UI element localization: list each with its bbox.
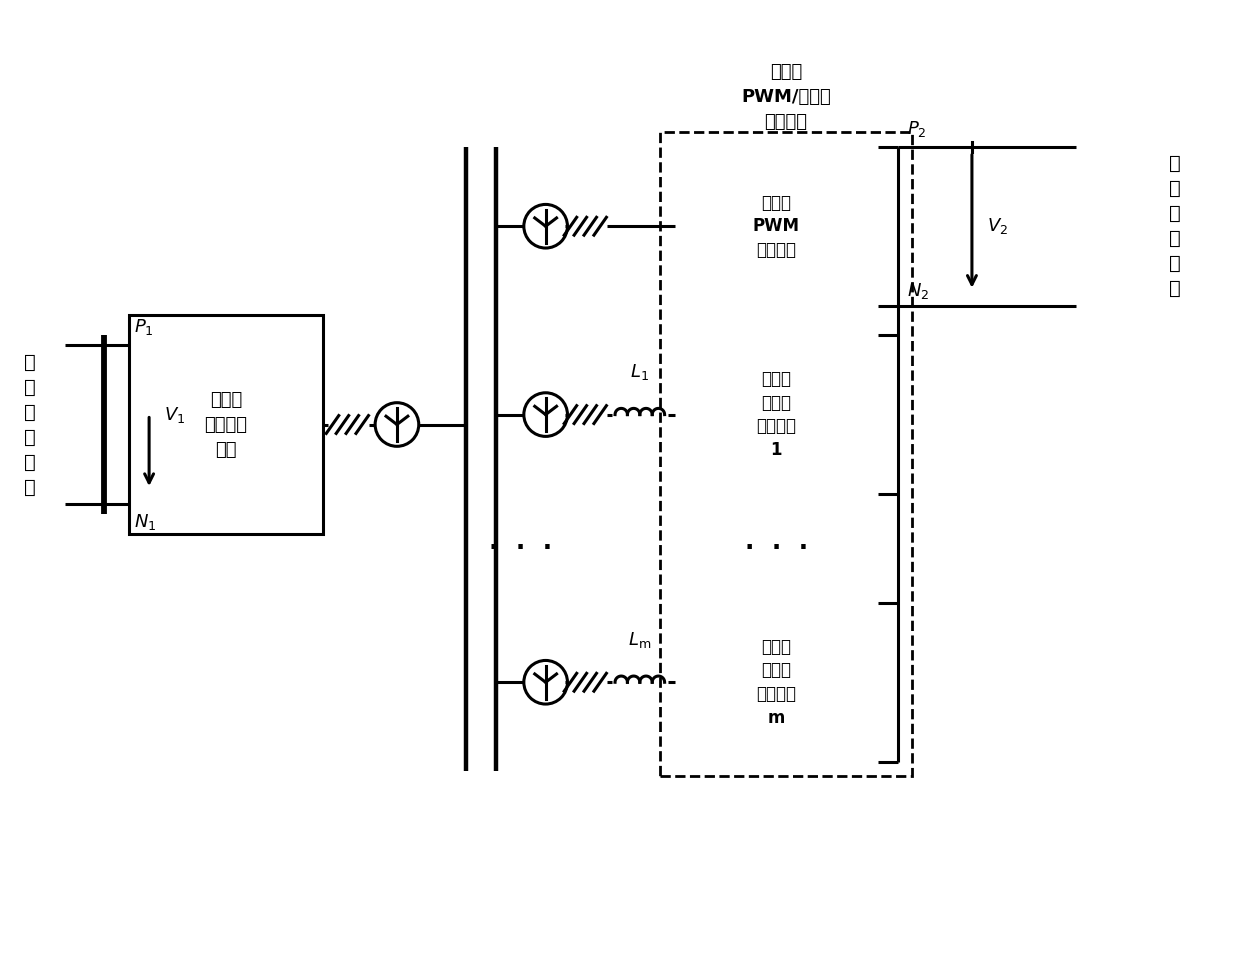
Text: $\boldsymbol{V_2}$: $\boldsymbol{V_2}$ (987, 216, 1008, 236)
Circle shape (892, 330, 904, 341)
Text: $\boldsymbol{P_2}$: $\boldsymbol{P_2}$ (908, 119, 928, 139)
Circle shape (892, 597, 904, 609)
Text: $\boldsymbol{N_1}$: $\boldsymbol{N_1}$ (134, 512, 156, 532)
Bar (675, 602, 878, 762)
Bar (660, 132, 913, 776)
Text: $\boldsymbol{V_1}$: $\boldsymbol{V_1}$ (164, 405, 185, 424)
Text: $\boldsymbol{L_{\mathrm{m}}}$: $\boldsymbol{L_{\mathrm{m}}}$ (629, 629, 651, 650)
Bar (675, 147, 878, 306)
Bar (675, 335, 878, 494)
Text: 低压侧
二极管
整流单元
1: 低压侧 二极管 整流单元 1 (756, 370, 796, 459)
Text: 低压侧
PWM
整流单元: 低压侧 PWM 整流单元 (753, 194, 800, 258)
Text: 低压侧
PWM/二极管
整流单元: 低压侧 PWM/二极管 整流单元 (742, 64, 831, 131)
Text: 高压侧
功率变换
单元: 高压侧 功率变换 单元 (205, 390, 248, 459)
Circle shape (892, 488, 904, 500)
Text: $\boldsymbol{N_2}$: $\boldsymbol{N_2}$ (908, 281, 930, 301)
Text: ·  ·  ·: · · · (490, 536, 553, 560)
Circle shape (892, 141, 904, 153)
Text: $\boldsymbol{P_1}$: $\boldsymbol{P_1}$ (134, 317, 154, 337)
Circle shape (892, 756, 904, 767)
Text: 低
压
直
流
电
网: 低 压 直 流 电 网 (1169, 154, 1180, 298)
Text: ·  ·  ·: · · · (744, 536, 807, 560)
Text: $\boldsymbol{L_1}$: $\boldsymbol{L_1}$ (630, 362, 650, 382)
Text: 低压侧
二极管
整流单元
m: 低压侧 二极管 整流单元 m (756, 638, 796, 727)
Circle shape (892, 300, 904, 311)
Text: 高
压
直
流
电
网: 高 压 直 流 电 网 (25, 353, 36, 496)
Bar (129, 315, 322, 533)
